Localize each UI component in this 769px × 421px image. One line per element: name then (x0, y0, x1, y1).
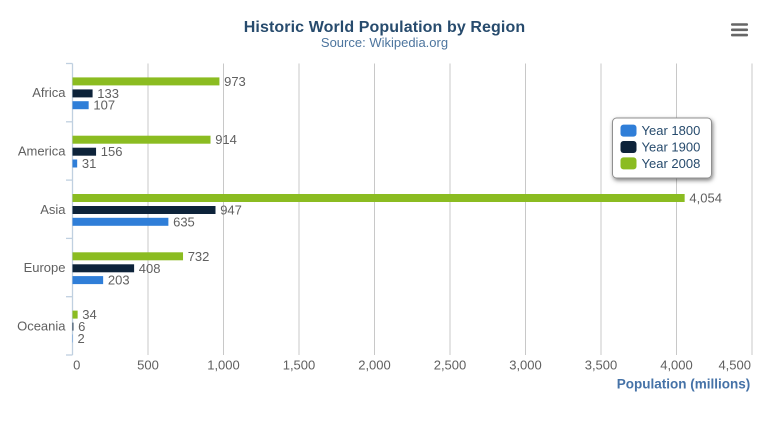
svg-text:4,000: 4,000 (660, 358, 693, 373)
svg-text:2,500: 2,500 (434, 358, 467, 373)
svg-text:408: 408 (139, 261, 161, 276)
svg-text:1,500: 1,500 (283, 358, 316, 373)
svg-text:Africa: Africa (32, 85, 66, 100)
svg-text:973: 973 (224, 74, 246, 89)
svg-text:1,000: 1,000 (207, 358, 240, 373)
svg-text:2,000: 2,000 (358, 358, 391, 373)
svg-text:3,000: 3,000 (509, 358, 542, 373)
svg-text:4,054: 4,054 (689, 191, 722, 206)
svg-text:Year 1800: Year 1800 (642, 123, 701, 138)
svg-text:2: 2 (78, 331, 85, 346)
svg-text:Europe: Europe (24, 260, 66, 275)
svg-text:635: 635 (173, 214, 195, 229)
svg-text:Oceania: Oceania (17, 318, 66, 333)
svg-text:732: 732 (188, 249, 210, 264)
svg-text:914: 914 (215, 132, 237, 147)
svg-text:Source: Wikipedia.org: Source: Wikipedia.org (321, 35, 448, 50)
svg-text:Year 2008: Year 2008 (642, 156, 701, 171)
svg-text:3,500: 3,500 (585, 358, 618, 373)
svg-text:156: 156 (101, 144, 123, 159)
svg-text:107: 107 (93, 98, 115, 113)
svg-text:203: 203 (108, 273, 130, 288)
svg-text:Asia: Asia (40, 202, 66, 217)
svg-text:947: 947 (220, 203, 242, 218)
svg-text:Population (millions): Population (millions) (617, 377, 751, 392)
svg-text:0: 0 (73, 358, 80, 373)
svg-text:4,500: 4,500 (718, 358, 751, 373)
svg-text:Year 1900: Year 1900 (642, 140, 701, 155)
svg-text:31: 31 (82, 156, 96, 171)
svg-text:500: 500 (137, 358, 159, 373)
svg-text:Historic World Population by R: Historic World Population by Region (244, 19, 525, 36)
svg-text:America: America (18, 143, 66, 158)
